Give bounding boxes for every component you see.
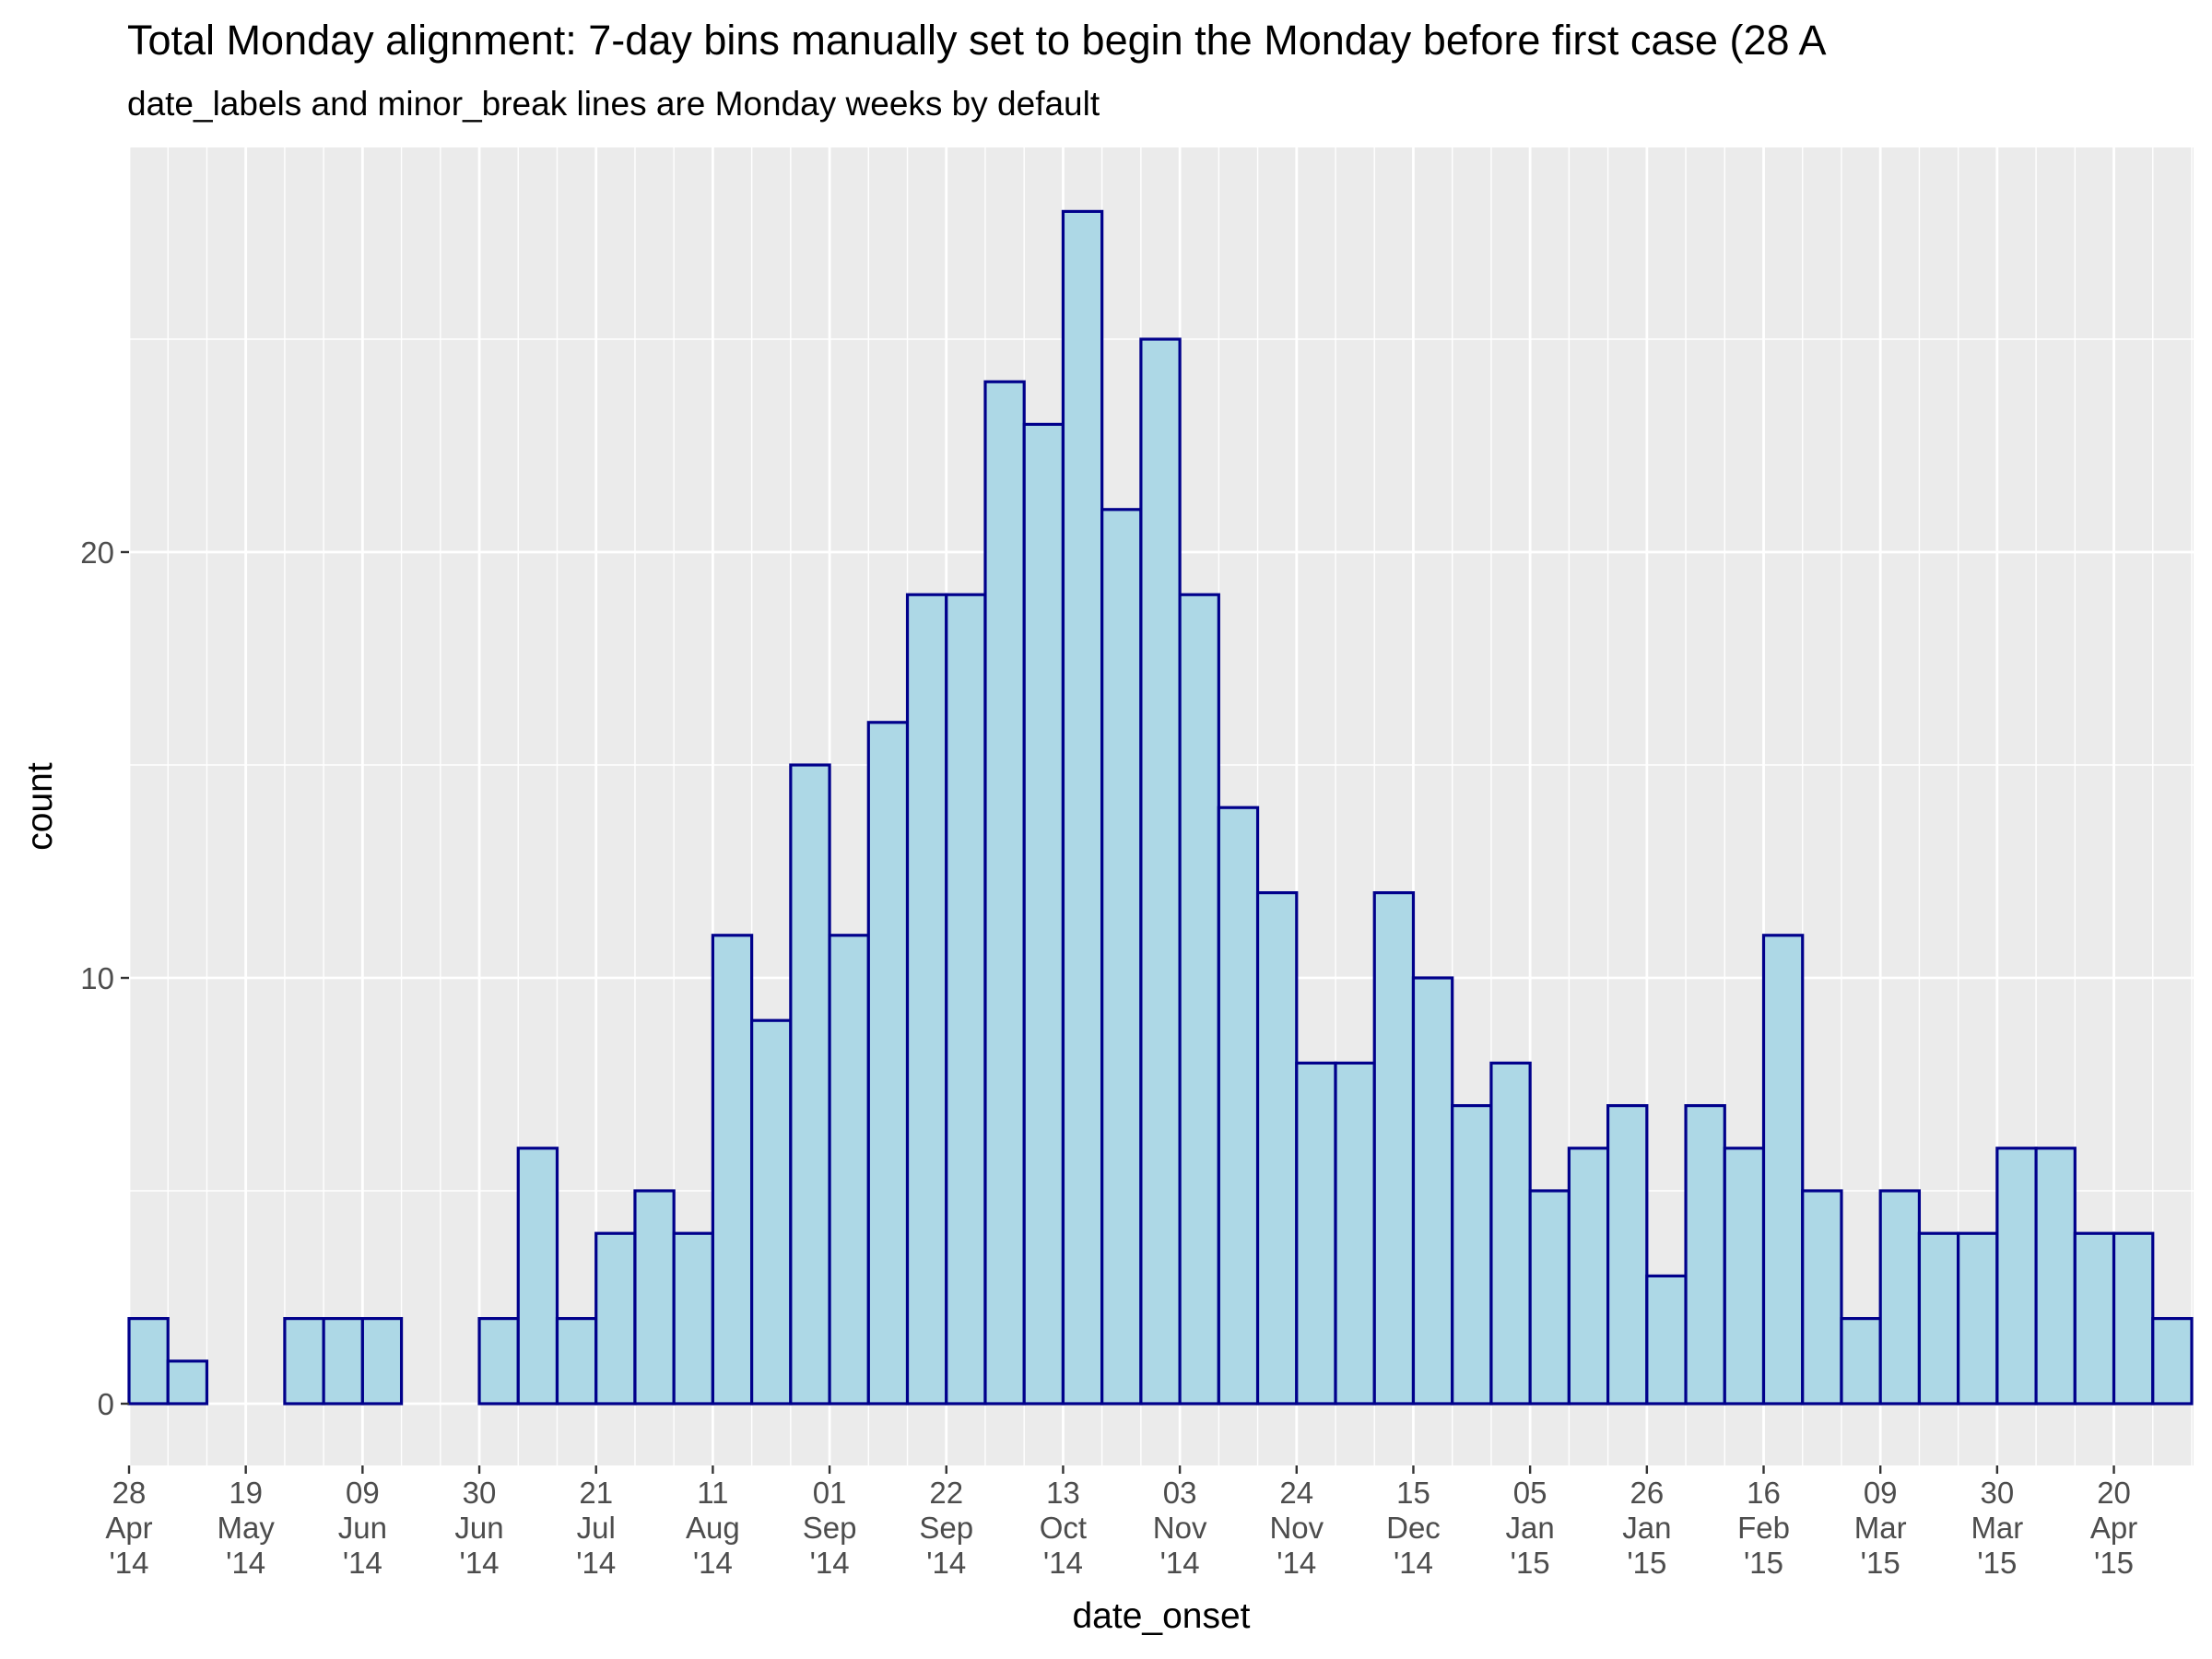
x-tick-label: 19 May '14 <box>218 1476 276 1580</box>
chart-subtitle: date_labels and minor_break lines are Mo… <box>127 85 1100 123</box>
x-tick-label: 03 Nov '14 <box>1153 1476 1207 1580</box>
histogram-bar <box>866 721 910 1406</box>
x-tick-label: 13 Oct '14 <box>1040 1476 1087 1580</box>
histogram-bar <box>1995 1147 2038 1406</box>
histogram-bar <box>594 1231 637 1406</box>
histogram-bar <box>1061 209 1104 1406</box>
histogram-bar <box>672 1231 714 1406</box>
bars-group <box>127 209 2194 1406</box>
histogram-bar <box>322 1316 364 1406</box>
histogram-bar <box>1178 593 1220 1406</box>
x-tick-label: 11 Aug '14 <box>686 1476 740 1580</box>
histogram-bar <box>1723 1147 1766 1406</box>
histogram-bar <box>1917 1231 1960 1406</box>
histogram-bar <box>1567 1147 1610 1406</box>
histogram-bar <box>1100 508 1143 1406</box>
x-axis-title: date_onset <box>1072 1596 1250 1636</box>
histogram-bar <box>1840 1316 1882 1406</box>
histogram-bar <box>828 934 870 1406</box>
histogram-bar <box>1761 934 1805 1406</box>
histogram-bar <box>1411 976 1454 1406</box>
histogram-bar <box>283 1316 325 1406</box>
histogram-bar <box>2151 1316 2194 1406</box>
histogram-bar <box>1489 1061 1532 1406</box>
histogram-bar <box>1801 1189 1843 1406</box>
histogram-bar <box>1957 1231 1999 1406</box>
histogram-bar <box>2073 1231 2116 1406</box>
histogram-bar <box>1878 1189 1922 1406</box>
histogram-bar <box>1334 1061 1376 1406</box>
y-tick-label: 0 <box>98 1387 114 1421</box>
histogram-bar <box>127 1316 170 1406</box>
histogram-bar <box>1022 422 1065 1406</box>
x-tick-label: 20 Apr '15 <box>2090 1476 2137 1580</box>
y-tick-label: 20 <box>80 535 114 570</box>
histogram-bar <box>1606 1103 1649 1406</box>
histogram-bar <box>1139 337 1182 1406</box>
x-tick-label: 22 Sep '14 <box>919 1476 973 1580</box>
x-tick-label: 30 Mar '15 <box>1971 1476 2023 1580</box>
x-tick-label: 09 Mar '15 <box>1854 1476 1907 1580</box>
x-tick-label: 16 Feb '15 <box>1737 1476 1790 1580</box>
histogram-bar <box>360 1316 404 1406</box>
histogram-bar <box>516 1147 559 1406</box>
histogram-bar <box>983 380 1026 1406</box>
histogram-bar <box>633 1189 676 1406</box>
histogram-bar <box>1451 1103 1493 1406</box>
x-tick-label: 15 Dec '14 <box>1386 1476 1441 1580</box>
histogram-bar <box>711 934 754 1406</box>
histogram-bar <box>2112 1231 2155 1406</box>
histogram-bar <box>1217 806 1260 1406</box>
y-tick-label: 10 <box>80 961 114 995</box>
x-tick-label: 09 Jun '14 <box>338 1476 387 1580</box>
histogram-bar <box>166 1359 209 1406</box>
histogram-bar <box>555 1316 598 1406</box>
y-axis-title: count <box>20 762 60 851</box>
histogram-bar <box>789 763 831 1406</box>
x-tick-label: 28 Apr '14 <box>105 1476 152 1580</box>
x-tick-label: 30 Jun '14 <box>454 1476 503 1580</box>
histogram-bar <box>2034 1147 2077 1406</box>
histogram-bar <box>1295 1061 1337 1406</box>
x-axis: 28 Apr '14 19 May '14 09 Jun '14 30 Jun '14 21 Jul '14… <box>105 1465 2137 1580</box>
x-tick-label: 01 Sep '14 <box>803 1476 857 1580</box>
histogram-bar <box>1372 890 1416 1406</box>
x-tick-label: 21 Jul '14 <box>576 1476 616 1580</box>
x-tick-label: 26 Jan '15 <box>1622 1476 1671 1580</box>
histogram-bar <box>1645 1274 1688 1406</box>
x-tick-label: 24 Nov '14 <box>1269 1476 1324 1580</box>
histogram-bar <box>1684 1103 1726 1406</box>
histogram-bar <box>1528 1189 1571 1406</box>
y-axis: 0 10 20 <box>80 535 129 1421</box>
histogram-bar <box>477 1316 520 1406</box>
histogram-bar <box>945 593 987 1406</box>
histogram-bar <box>905 593 948 1406</box>
chart-title: Total Monday alignment: 7-day bins manua… <box>127 17 1827 64</box>
x-tick-label: 05 Jan '15 <box>1506 1476 1555 1580</box>
histogram-bar <box>1255 890 1299 1406</box>
histogram-bar <box>750 1018 793 1406</box>
